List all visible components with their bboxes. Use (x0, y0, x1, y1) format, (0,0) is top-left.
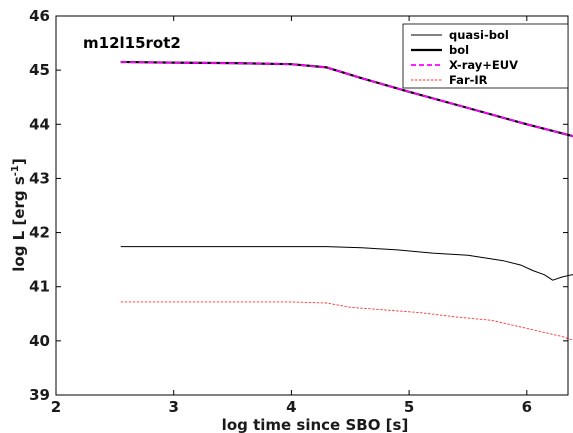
y-tick-label: 44 (29, 115, 50, 133)
y-axis-title-close: ] (10, 158, 28, 165)
legend-label-far-ir: Far-IR (449, 73, 488, 87)
y-axis-title-main: log L [erg s (10, 176, 28, 272)
legend-label-xray-euv: X-ray+EUV (449, 58, 518, 72)
x-tick-label: 3 (168, 398, 178, 416)
y-tick-label: 43 (29, 169, 50, 187)
series-line-x-ray-euv (120, 61, 573, 138)
y-tick-label: 39 (29, 386, 50, 404)
y-axis-title: log L [erg s-1] (10, 158, 28, 271)
legend-label-bol: bol (449, 43, 469, 57)
y-tick-label: 41 (29, 278, 50, 296)
x-tick-label: 4 (286, 398, 296, 416)
legend-item-far-ir: Far-IR (411, 73, 488, 87)
x-tick-label: 5 (404, 398, 414, 416)
y-tick-label: 42 (29, 224, 50, 242)
x-tick-label: 6 (522, 398, 532, 416)
x-tick-label: 2 (51, 398, 61, 416)
plot-frame (55, 15, 569, 396)
tick-layer: 2345623453940414243444546 (29, 7, 568, 416)
legend: quasi-bol bol X-ray+EUV Far-IR (402, 23, 569, 89)
series-layer (120, 60, 573, 341)
x-axis-title: log time since SBO [s] (222, 416, 409, 433)
y-tick-label: 40 (29, 332, 50, 350)
series-line-bol (120, 60, 573, 138)
legend-label-quasi-bol: quasi-bol (449, 28, 509, 42)
series-line-quasi-bol (120, 246, 573, 281)
legend-item-quasi-bol: quasi-bol (411, 28, 509, 42)
y-tick-label: 45 (29, 61, 50, 79)
legend-item-bol: bol (411, 43, 469, 57)
y-axis-title-exp: -1 (10, 165, 21, 176)
legend-item-xray-euv: X-ray+EUV (411, 58, 518, 72)
chart-title: m12l15rot2 (83, 34, 181, 52)
y-tick-label: 46 (29, 7, 50, 25)
